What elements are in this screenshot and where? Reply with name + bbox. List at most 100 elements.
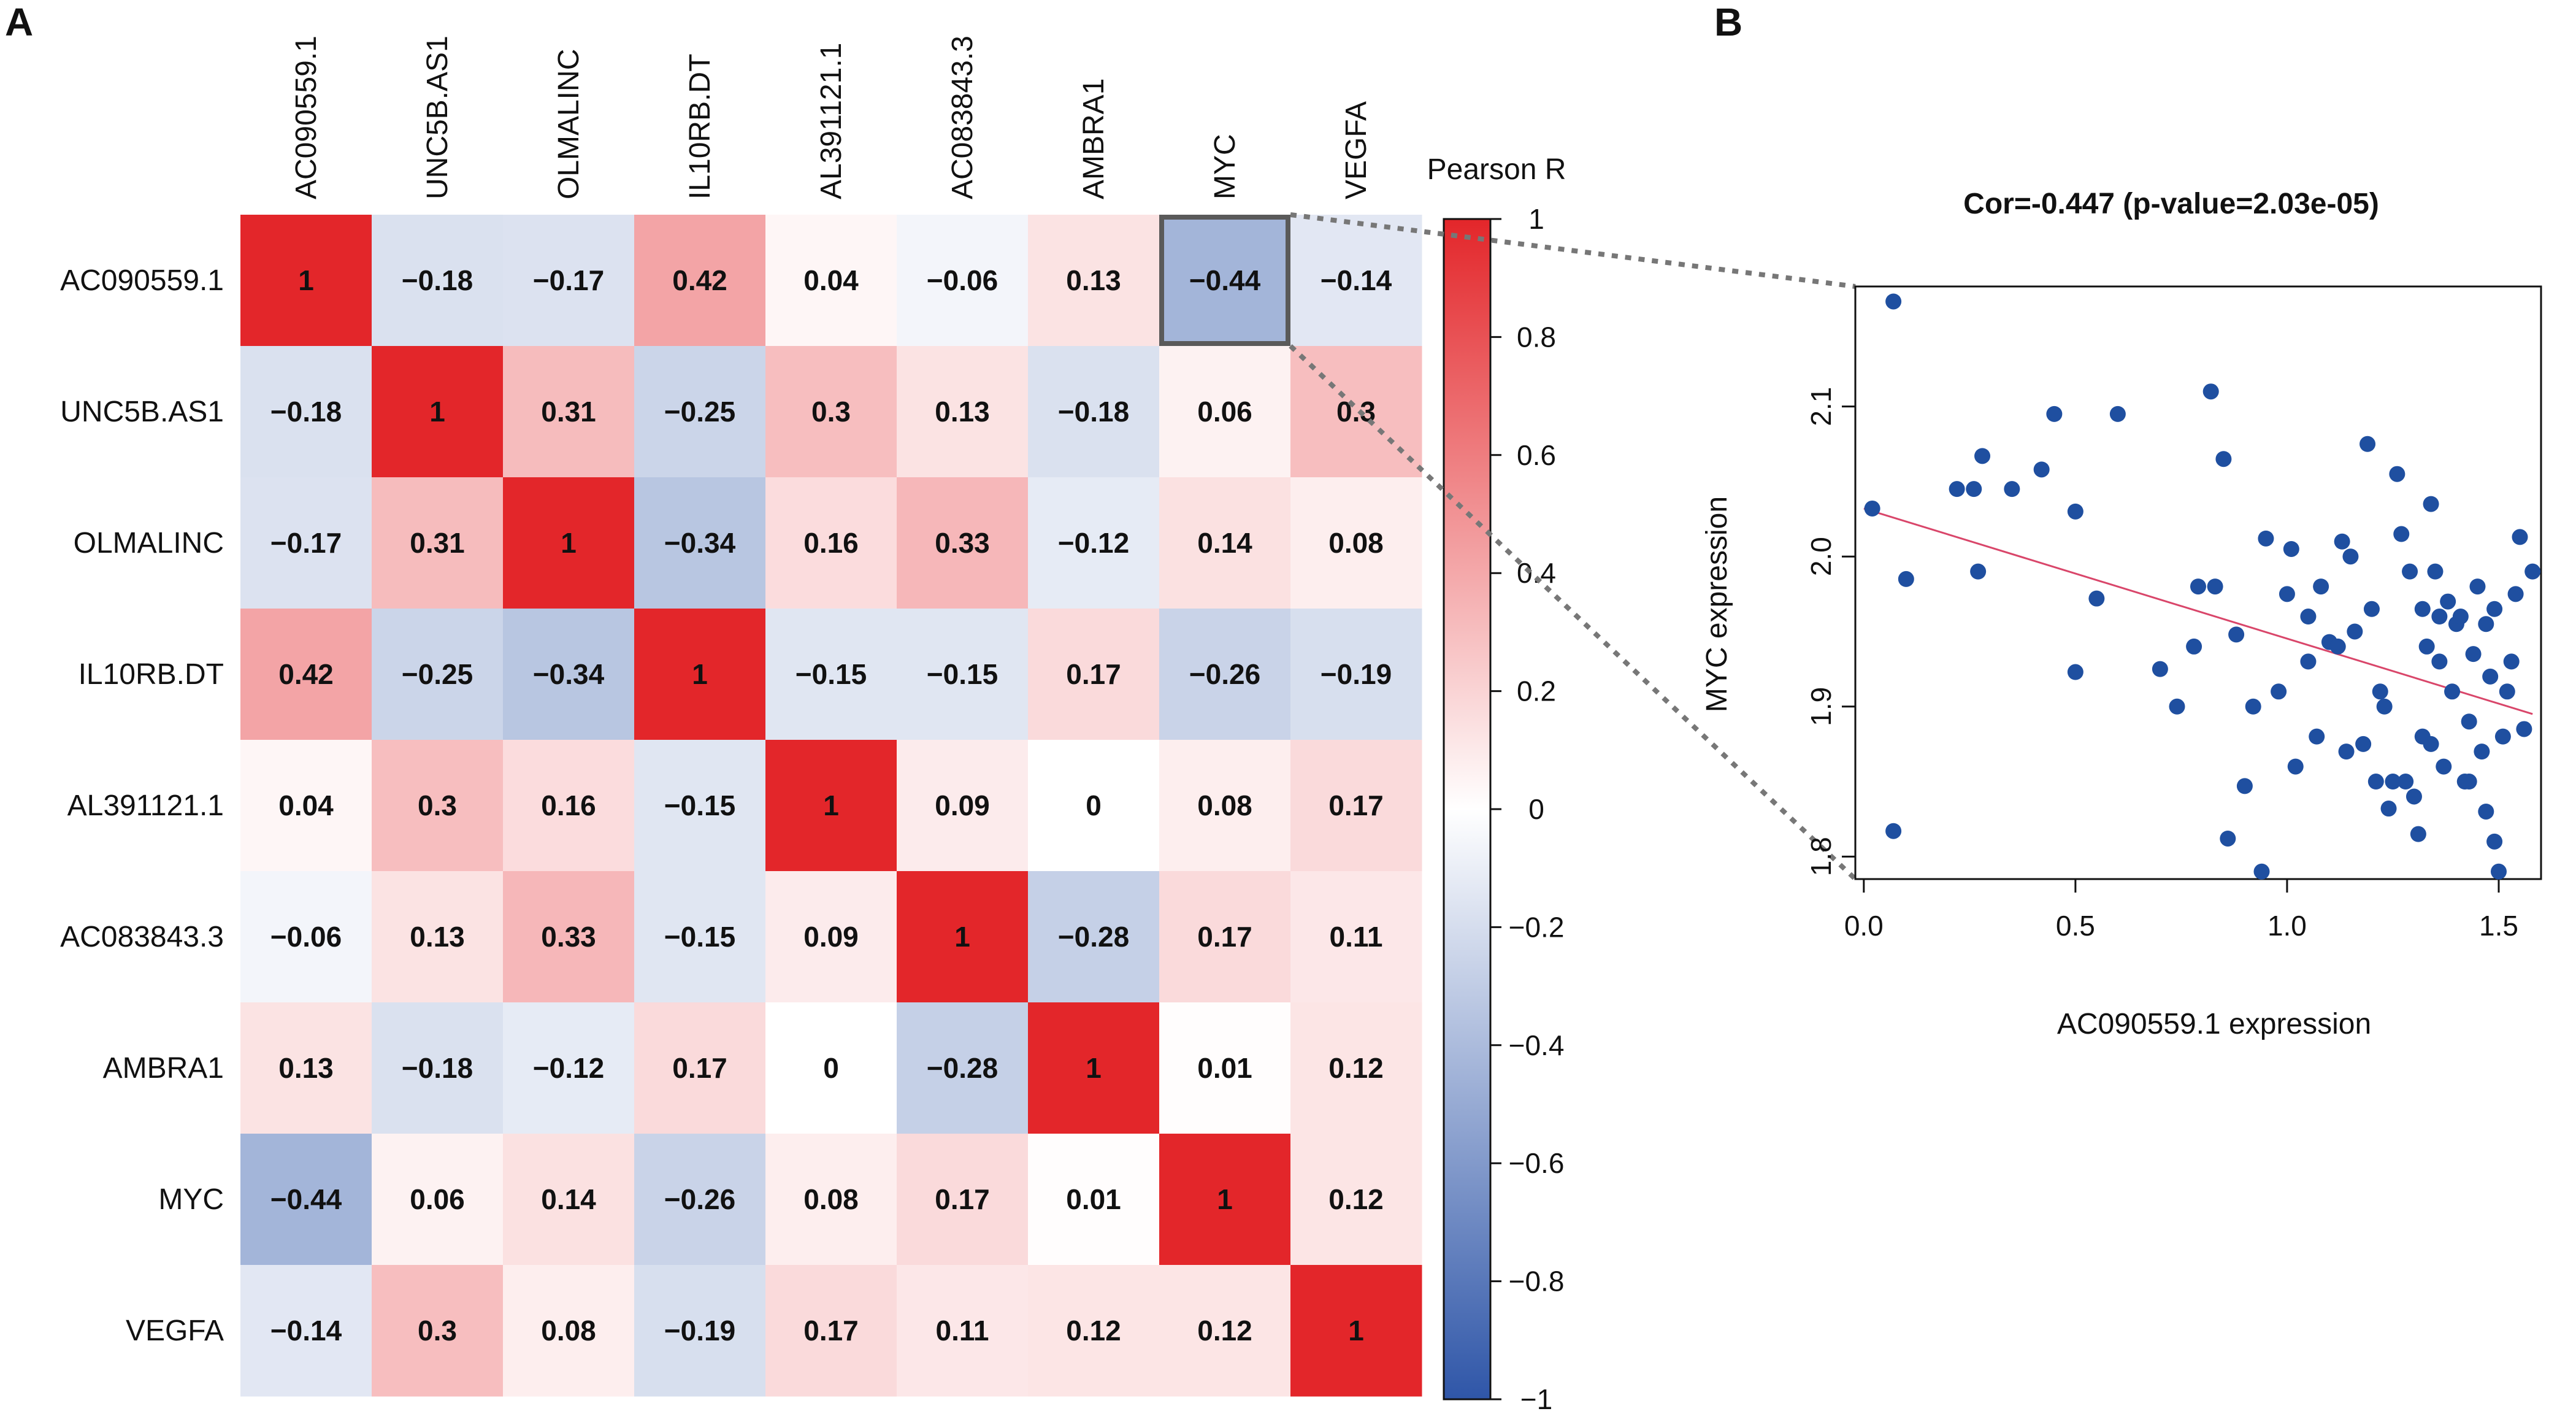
heatmap-cell-value: 0.12 — [1328, 1052, 1384, 1084]
heatmap-cell — [372, 609, 504, 740]
scatter-point — [2402, 563, 2418, 580]
y-tick-label: 2.1 — [1805, 387, 1837, 426]
colorbar-tick-label: −1 — [1520, 1383, 1552, 1414]
scatter-point — [2440, 593, 2456, 610]
panel-label-b: B — [1714, 0, 1742, 44]
heatmap-cell-value: 1 — [1086, 1052, 1102, 1084]
heatmap-cell — [1159, 1265, 1291, 1397]
heatmap-row-label: AC083843.3 — [60, 921, 224, 953]
scatter-point — [2253, 863, 2270, 880]
heatmap-cell — [897, 215, 1029, 347]
scatter-point — [2431, 609, 2448, 625]
scatter-point — [2516, 721, 2532, 737]
colorbar-tick-label: 0.2 — [1517, 675, 1556, 707]
scatter-point — [2334, 533, 2350, 550]
heatmap-cell — [897, 609, 1029, 740]
scatter-point — [2338, 744, 2355, 760]
heatmap-cell-value: 0.12 — [1197, 1315, 1252, 1347]
heatmap-cell — [1159, 477, 1291, 609]
heatmap-cell-value: 0.33 — [935, 527, 990, 559]
heatmap-cell — [372, 477, 504, 609]
scatter-point — [2342, 548, 2359, 565]
heatmap-cell-value: −0.15 — [927, 658, 998, 690]
colorbar-tick-label: 0.6 — [1517, 439, 1556, 471]
heatmap-cell — [634, 477, 766, 609]
heatmap-cell — [1290, 1265, 1422, 1397]
heatmap-cell — [897, 346, 1029, 478]
heatmap-cell-value: −0.44 — [1189, 264, 1261, 296]
scatter-point — [2309, 728, 2325, 745]
heatmap-cell-value: 0 — [1086, 790, 1102, 821]
scatter-point — [2389, 466, 2405, 482]
scatter-point — [2046, 405, 2063, 422]
scatter-point — [2271, 683, 2287, 700]
colorbar-tick-label: 0 — [1528, 793, 1544, 825]
heatmap-row-label: IL10RB.DT — [79, 658, 224, 691]
colorbar-tick-label: −0.2 — [1509, 911, 1565, 943]
heatmap-cell-value: 0.04 — [803, 264, 859, 296]
heatmap-cell — [240, 477, 372, 609]
heatmap-cell-value: −0.15 — [664, 921, 735, 953]
scatter-plot: Cor=-0.447 (p-value=2.03e-05) 0.0 0.5 1.0 1… — [1701, 188, 2542, 1040]
scatter-x-label: AC090559.1 expression — [2057, 1008, 2371, 1040]
heatmap-cell-value: 0.13 — [278, 1052, 334, 1084]
heatmap-row-label: OLMALINC — [74, 527, 224, 559]
heatmap-cell — [240, 215, 372, 347]
heatmap-cell-value: 1 — [429, 396, 445, 428]
scatter-point — [2300, 653, 2317, 670]
heatmap-column-label: AL391121.1 — [815, 43, 848, 199]
heatmap-cell-value: −0.06 — [927, 264, 998, 296]
heatmap-cell-value: 0.17 — [935, 1183, 990, 1215]
heatmap-row-label: UNC5B.AS1 — [60, 396, 224, 428]
heatmap-row-label: VEGFA — [126, 1315, 224, 1347]
heatmap-cell-value: 1 — [298, 264, 314, 296]
heatmap-cell — [1028, 871, 1160, 1003]
heatmap-cell-value: 0.11 — [1330, 921, 1383, 953]
heatmap-cell-value: 0.31 — [541, 396, 596, 428]
heatmap-cell-value: −0.14 — [270, 1315, 342, 1347]
heatmap-cell-value: −0.18 — [402, 264, 473, 296]
scatter-point — [2436, 758, 2452, 775]
scatter-point — [1885, 823, 1902, 839]
scatter-point — [2236, 778, 2253, 794]
heatmap-cell-value: 0.3 — [418, 1315, 457, 1347]
y-tick-label: 2.0 — [1805, 537, 1837, 576]
heatmap-cell — [765, 477, 897, 609]
scatter-point — [2452, 609, 2469, 625]
colorbar-tick-label: 0.8 — [1517, 321, 1556, 353]
scatter-point — [2283, 540, 2299, 557]
scatter-point — [2313, 578, 2329, 595]
heatmap-cell — [897, 740, 1029, 872]
y-tick-label: 1.9 — [1805, 687, 1837, 726]
heatmap-cell — [240, 1002, 372, 1134]
heatmap-column-label: MYC — [1209, 134, 1241, 199]
heatmap-cell — [503, 609, 635, 740]
heatmap-cell-value: −0.34 — [533, 658, 605, 690]
heatmap-cell — [503, 1002, 635, 1134]
colorbar-tick-label: −0.8 — [1509, 1266, 1565, 1297]
heatmap-row-label: AC090559.1 — [60, 264, 224, 297]
scatter-point — [2465, 646, 2482, 663]
heatmap-cell — [372, 871, 504, 1003]
scatter-point — [2329, 638, 2346, 655]
x-tick-label: 1.0 — [2267, 910, 2307, 942]
heatmap-cell-value: −0.14 — [1321, 264, 1392, 296]
heatmap-cell-value: −0.17 — [533, 264, 604, 296]
heatmap-cell-value: 1 — [1348, 1315, 1364, 1347]
scatter-point — [2186, 638, 2202, 655]
heatmap-cell — [634, 1265, 766, 1397]
scatter-point — [2512, 529, 2528, 545]
heatmap-column-label: IL10RB.DT — [684, 54, 716, 199]
heatmap-cell-value: −0.12 — [533, 1052, 604, 1084]
heatmap-cell-value: 0.11 — [936, 1315, 989, 1347]
scatter-point — [2279, 586, 2295, 602]
heatmap-cell-value: 0.13 — [410, 921, 465, 953]
heatmap-cell-value: 1 — [561, 527, 577, 559]
scatter-point — [2287, 758, 2304, 775]
scatter-point — [2398, 774, 2414, 790]
scatter-point — [2363, 601, 2380, 617]
heatmap-cell-value: 0.09 — [935, 790, 990, 821]
heatmap-cell — [634, 740, 766, 872]
heatmap-cell-value: 0.16 — [803, 527, 859, 559]
heatmap-cell — [634, 215, 766, 347]
